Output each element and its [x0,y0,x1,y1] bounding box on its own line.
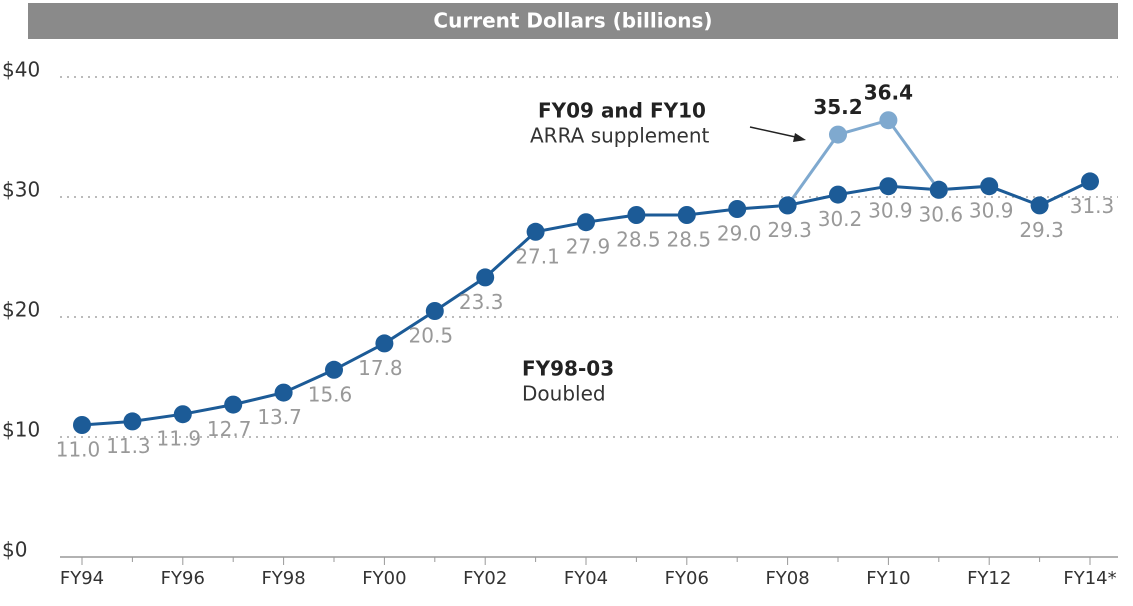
data-point [980,177,999,196]
data-point [73,416,91,434]
data-point [677,206,696,224]
y-tick-label: $30 [2,178,40,202]
data-point [1030,196,1049,215]
data-label: 29.3 [767,218,812,242]
data-point [1081,172,1099,191]
data-point [929,180,948,199]
y-tick-label: $0 [2,538,27,562]
data-label: 15.6 [308,382,353,406]
annotation-arrow [749,126,801,139]
x-tick-label: FY10 [866,568,910,589]
y-tick-label: $10 [2,418,40,442]
data-label: 30.2 [818,207,863,231]
data-label: 29.0 [717,222,762,246]
data-point [627,206,646,224]
data-label: 35.2 [813,95,862,119]
x-tick-label: FY14* [1063,568,1116,589]
x-tick-label: FY08 [765,568,809,589]
data-label: 28.5 [616,228,661,252]
y-tick-label: $20 [2,298,40,322]
data-label: 28.5 [667,228,712,252]
x-tick-label: FY06 [665,568,709,589]
annotation-title: FY09 and FY10 [538,99,706,123]
data-point [325,360,343,379]
data-label: 13.7 [257,405,302,429]
data-label: 11.0 [56,438,101,462]
data-label: 36.4 [864,81,913,105]
data-label: 20.5 [409,324,454,348]
data-point [829,185,847,204]
data-label: 31.3 [1070,194,1115,218]
data-label: 17.8 [358,356,403,380]
x-tick-label: FY04 [564,568,608,589]
data-point [224,395,243,414]
data-label: 29.3 [1019,218,1064,242]
data-point [879,111,898,130]
data-point [274,383,293,402]
annotation-title: FY98-03 [522,357,614,381]
data-point [476,268,495,287]
x-tick-label: FY96 [161,568,205,589]
x-tick-label: FY98 [261,568,305,589]
series-line [786,118,941,207]
data-label: 12.7 [207,417,252,441]
annotation-text: ARRA supplement [530,124,710,148]
data-point [829,125,847,144]
data-label: 30.9 [969,199,1014,223]
x-tick-label: FY02 [463,568,507,589]
data-point [526,222,545,241]
data-point [728,200,747,218]
y-tick-label: $40 [2,58,40,82]
data-label: 11.3 [106,434,151,458]
chart-title: Current Dollars (billions) [433,9,712,33]
data-point [173,405,192,424]
x-tick-label: FY94 [60,568,104,589]
data-label: 27.9 [566,235,611,259]
data-label: 23.3 [459,290,504,314]
data-point [375,334,394,353]
data-point [778,196,797,215]
title-bar [28,3,1118,39]
x-tick-label: FY12 [967,568,1011,589]
data-label: 30.9 [868,199,913,223]
data-point [879,177,898,196]
data-label: 27.1 [515,244,560,268]
data-point [123,412,142,431]
data-label: 30.6 [919,202,964,226]
x-tick-label: FY00 [362,568,406,589]
data-label: 11.9 [157,427,202,451]
arrow-head [793,133,806,142]
annotation-text: Doubled [522,382,606,406]
data-point [577,213,595,232]
data-point [425,302,444,320]
